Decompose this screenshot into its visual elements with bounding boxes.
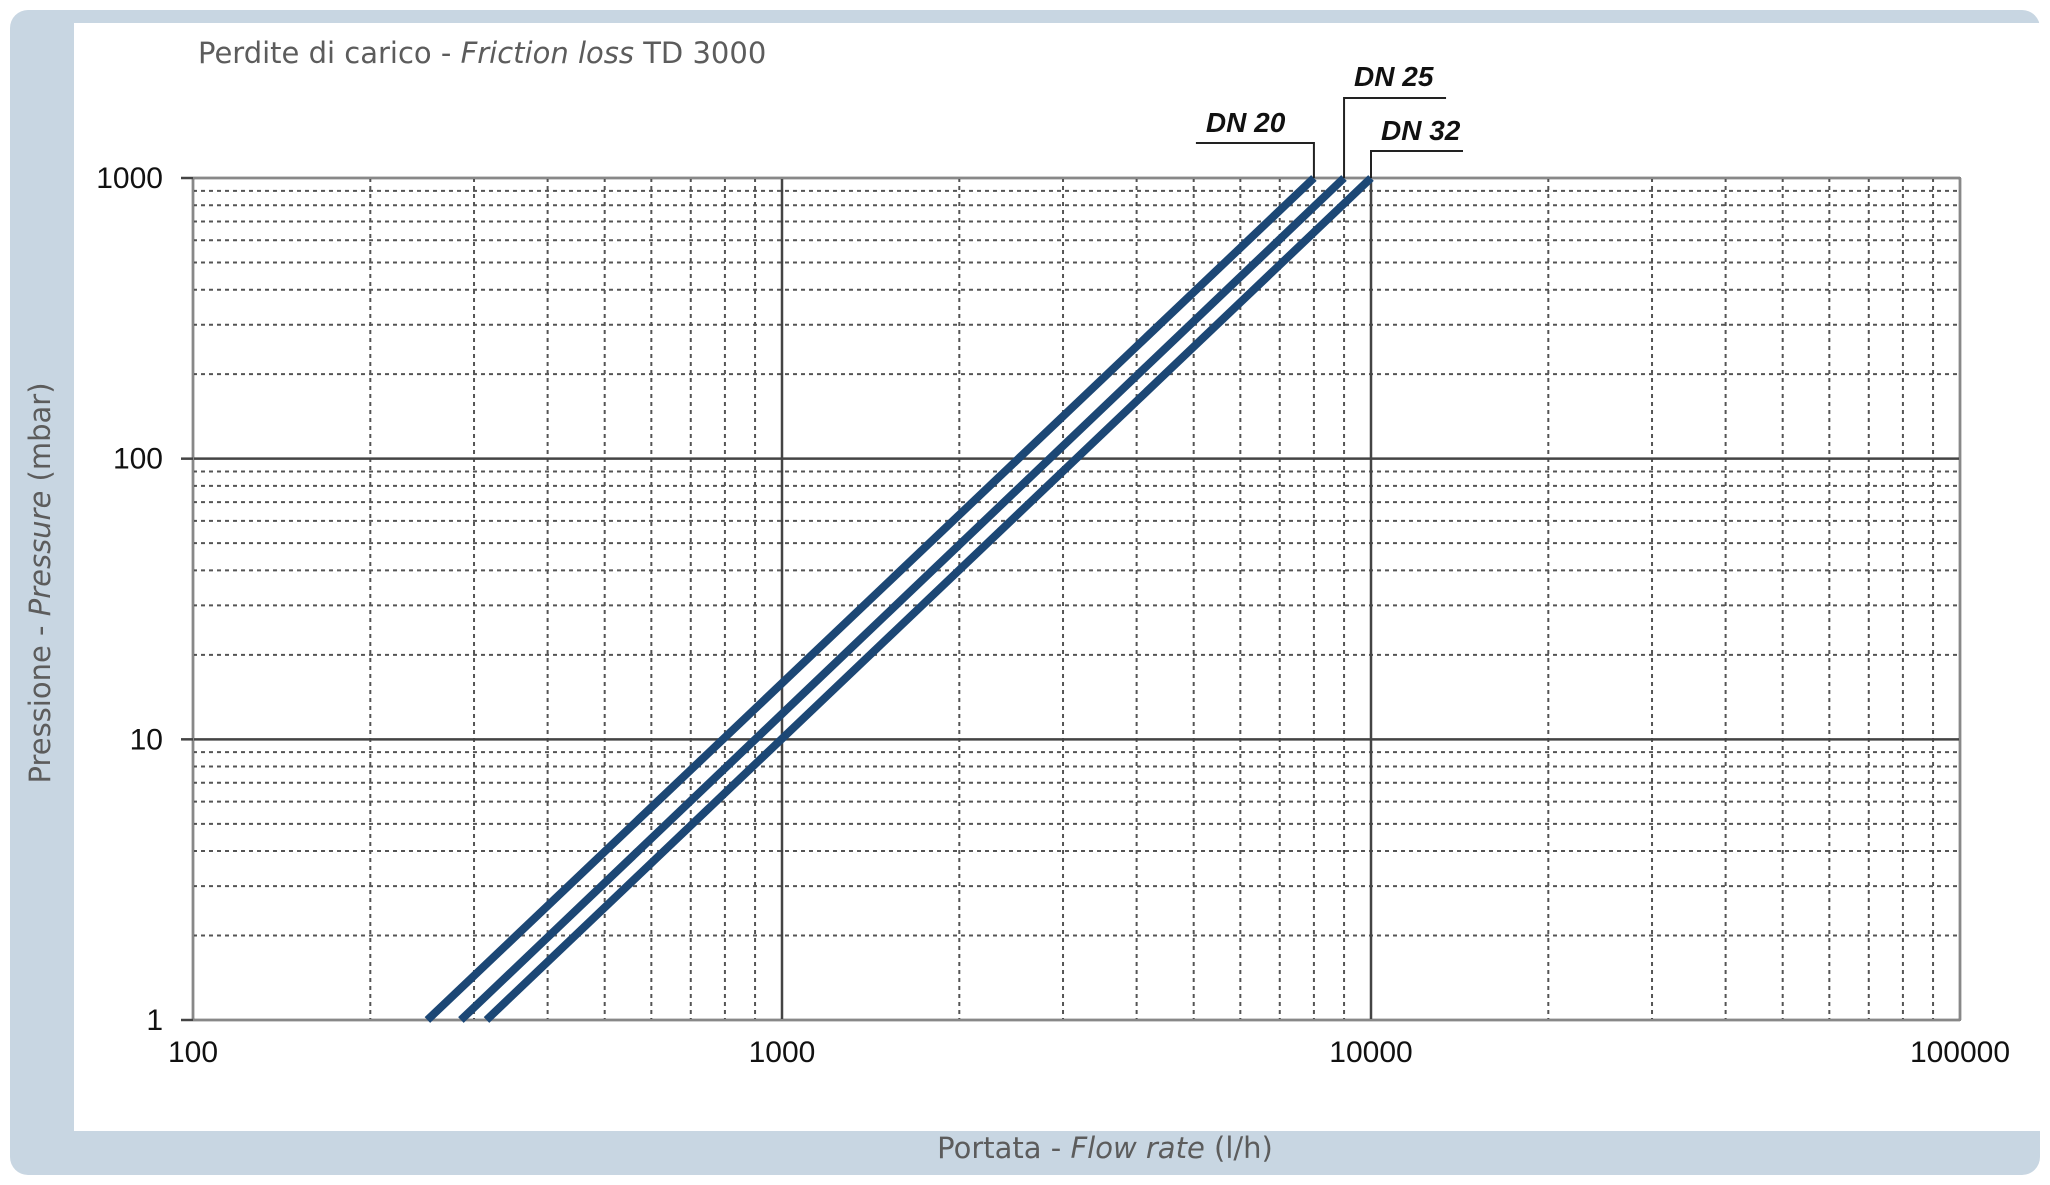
series-leader-line <box>1343 97 1447 178</box>
x-tick-label: 100 <box>168 1036 218 1069</box>
x-axis-label-suffix: (l/h) <box>1204 1131 1273 1165</box>
chart-title: Perdite di carico - Friction loss TD 300… <box>198 36 766 70</box>
x-axis-label-prefix: Portata - <box>937 1131 1071 1165</box>
series-label: DN 20 <box>1206 107 1286 138</box>
series-leader-line <box>1195 142 1315 178</box>
plot-area <box>193 178 1960 1020</box>
y-tick-label: 10 <box>130 723 163 756</box>
series-line-dn-32 <box>483 175 1374 1023</box>
x-tick-label: 10000 <box>1329 1036 1412 1069</box>
y-tick-label: 100 <box>113 443 163 476</box>
y-tick-label: 1000 <box>96 162 163 195</box>
chart-title-suffix: TD 3000 <box>633 36 767 70</box>
series-line-dn-25 <box>458 175 1347 1023</box>
plot-border <box>192 177 1961 1021</box>
x-axis-label: Portata - Flow rate (l/h) <box>937 1131 1273 1165</box>
x-tick-label: 1000 <box>749 1036 816 1069</box>
chart-title-italic: Friction loss <box>460 36 634 70</box>
y-tick-label: 1 <box>146 1004 163 1037</box>
x-axis-label-italic: Flow rate <box>1070 1131 1205 1165</box>
series-label: DN 25 <box>1354 61 1434 92</box>
x-tick-label: 100000 <box>1910 1036 2010 1069</box>
chart-title-prefix: Perdite di carico - <box>198 36 461 70</box>
series-line-dn-20 <box>424 175 1317 1023</box>
series-label: DN 32 <box>1381 115 1461 146</box>
series-leader-line <box>1370 150 1463 178</box>
